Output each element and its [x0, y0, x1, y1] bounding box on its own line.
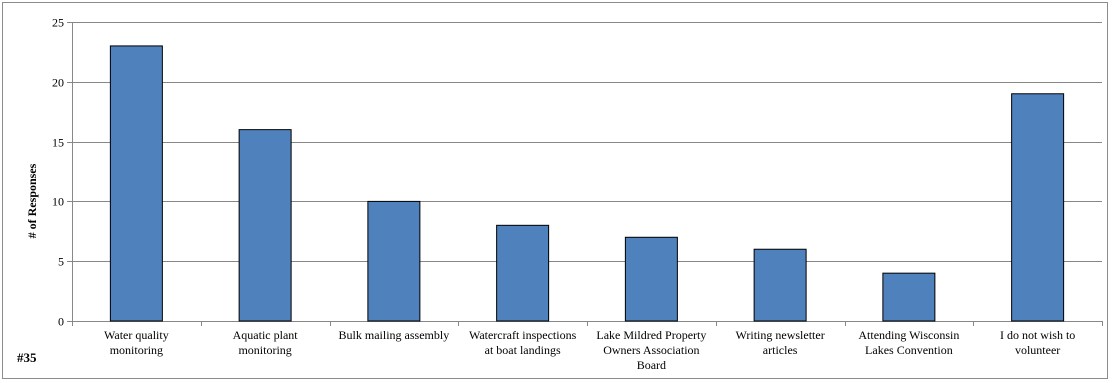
bar — [367, 200, 421, 322]
gridlines — [72, 22, 1102, 262]
y-tick-label: 20 — [52, 76, 64, 90]
category-label: Watercraft inspections at boat landings — [469, 328, 577, 357]
axes — [67, 22, 1103, 326]
category-label: Aquatic plant monitoring — [233, 328, 299, 357]
chart-frame — [2, 2, 1108, 379]
category-label: Attending Wisconsin Lakes Convention — [858, 328, 959, 357]
y-tick-label: 25 — [52, 16, 64, 30]
category-label: Bulk mailing assembly — [339, 328, 450, 342]
bar — [882, 272, 936, 322]
bar — [753, 248, 807, 322]
category-labels: Water quality monitoring Aquatic plant moni… — [104, 328, 1075, 372]
bar — [1011, 93, 1065, 322]
y-tick-label: 15 — [52, 136, 64, 150]
bar — [109, 45, 163, 322]
bar — [238, 129, 292, 322]
category-label: I do not wish to volunteer — [1000, 328, 1075, 357]
figure-number: #35 — [17, 350, 37, 365]
category-label: Writing newsletter articles — [736, 328, 825, 357]
category-label: Water quality monitoring — [104, 328, 169, 357]
y-tick-label: 0 — [58, 315, 64, 329]
y-tick-labels: 0 5 10 15 20 25 — [52, 16, 64, 329]
y-tick-label: 5 — [58, 255, 64, 269]
bars — [109, 45, 1065, 322]
y-axis-label: # of Responses — [25, 163, 39, 238]
bar — [496, 224, 550, 322]
bar — [624, 236, 678, 322]
category-label: Lake Mildred Property Owners Association B… — [596, 328, 706, 372]
y-tick-label: 10 — [52, 195, 64, 209]
